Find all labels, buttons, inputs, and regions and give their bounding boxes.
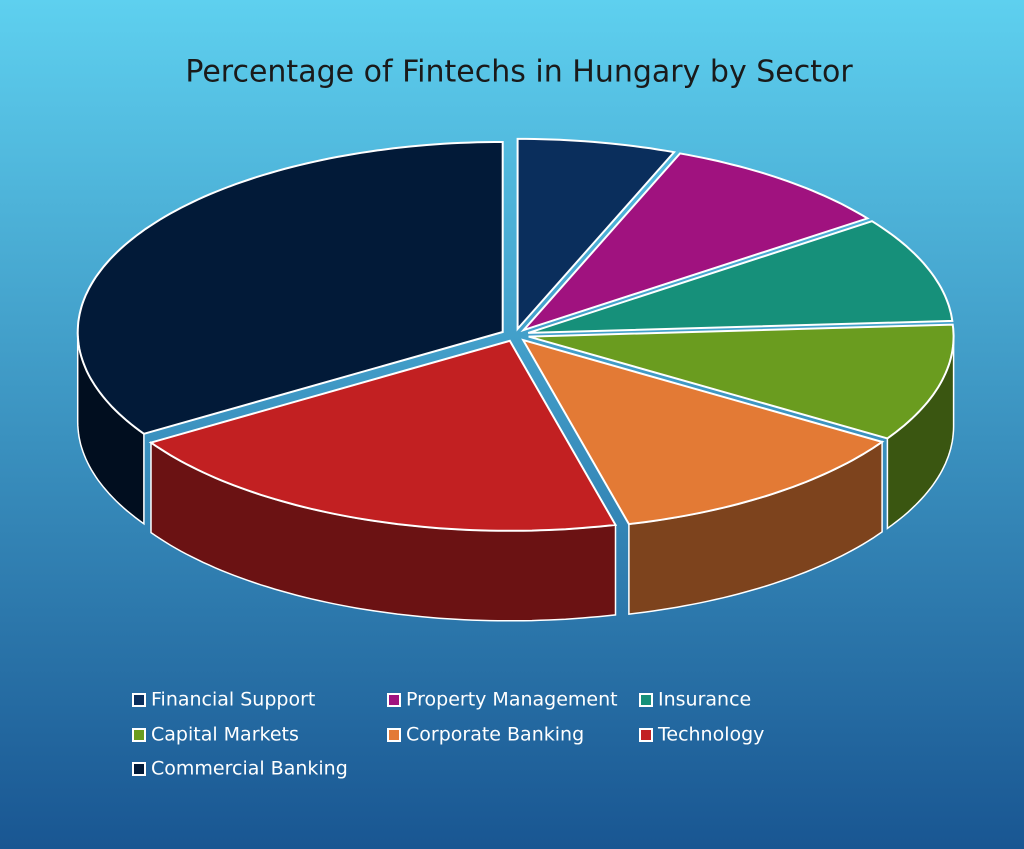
legend-label: Insurance [658, 689, 751, 711]
pie-slice [148, 339, 618, 532]
legend-swatch [132, 693, 146, 707]
legend-swatch [387, 693, 401, 707]
legend-label: Property Management [406, 689, 618, 711]
pie-slice [516, 137, 677, 332]
legend-label: Technology [657, 724, 764, 746]
pie-slice [76, 141, 504, 435]
legend-swatch [132, 728, 146, 742]
legend-swatch [387, 728, 401, 742]
pie-slice [520, 152, 870, 333]
legend-swatch [639, 728, 653, 742]
legend-swatch [639, 693, 653, 707]
legend-swatch [132, 762, 146, 776]
pie-slice [527, 220, 954, 334]
legend-label: Commercial Banking [151, 758, 348, 780]
legend-label: Financial Support [151, 689, 315, 711]
pie-slice [521, 338, 885, 526]
pie-slice [528, 323, 955, 440]
legend-label: Capital Markets [151, 724, 299, 746]
chart-title: Percentage of Fintechs in Hungary by Sec… [185, 55, 853, 90]
legend-label: Corporate Banking [406, 724, 584, 746]
